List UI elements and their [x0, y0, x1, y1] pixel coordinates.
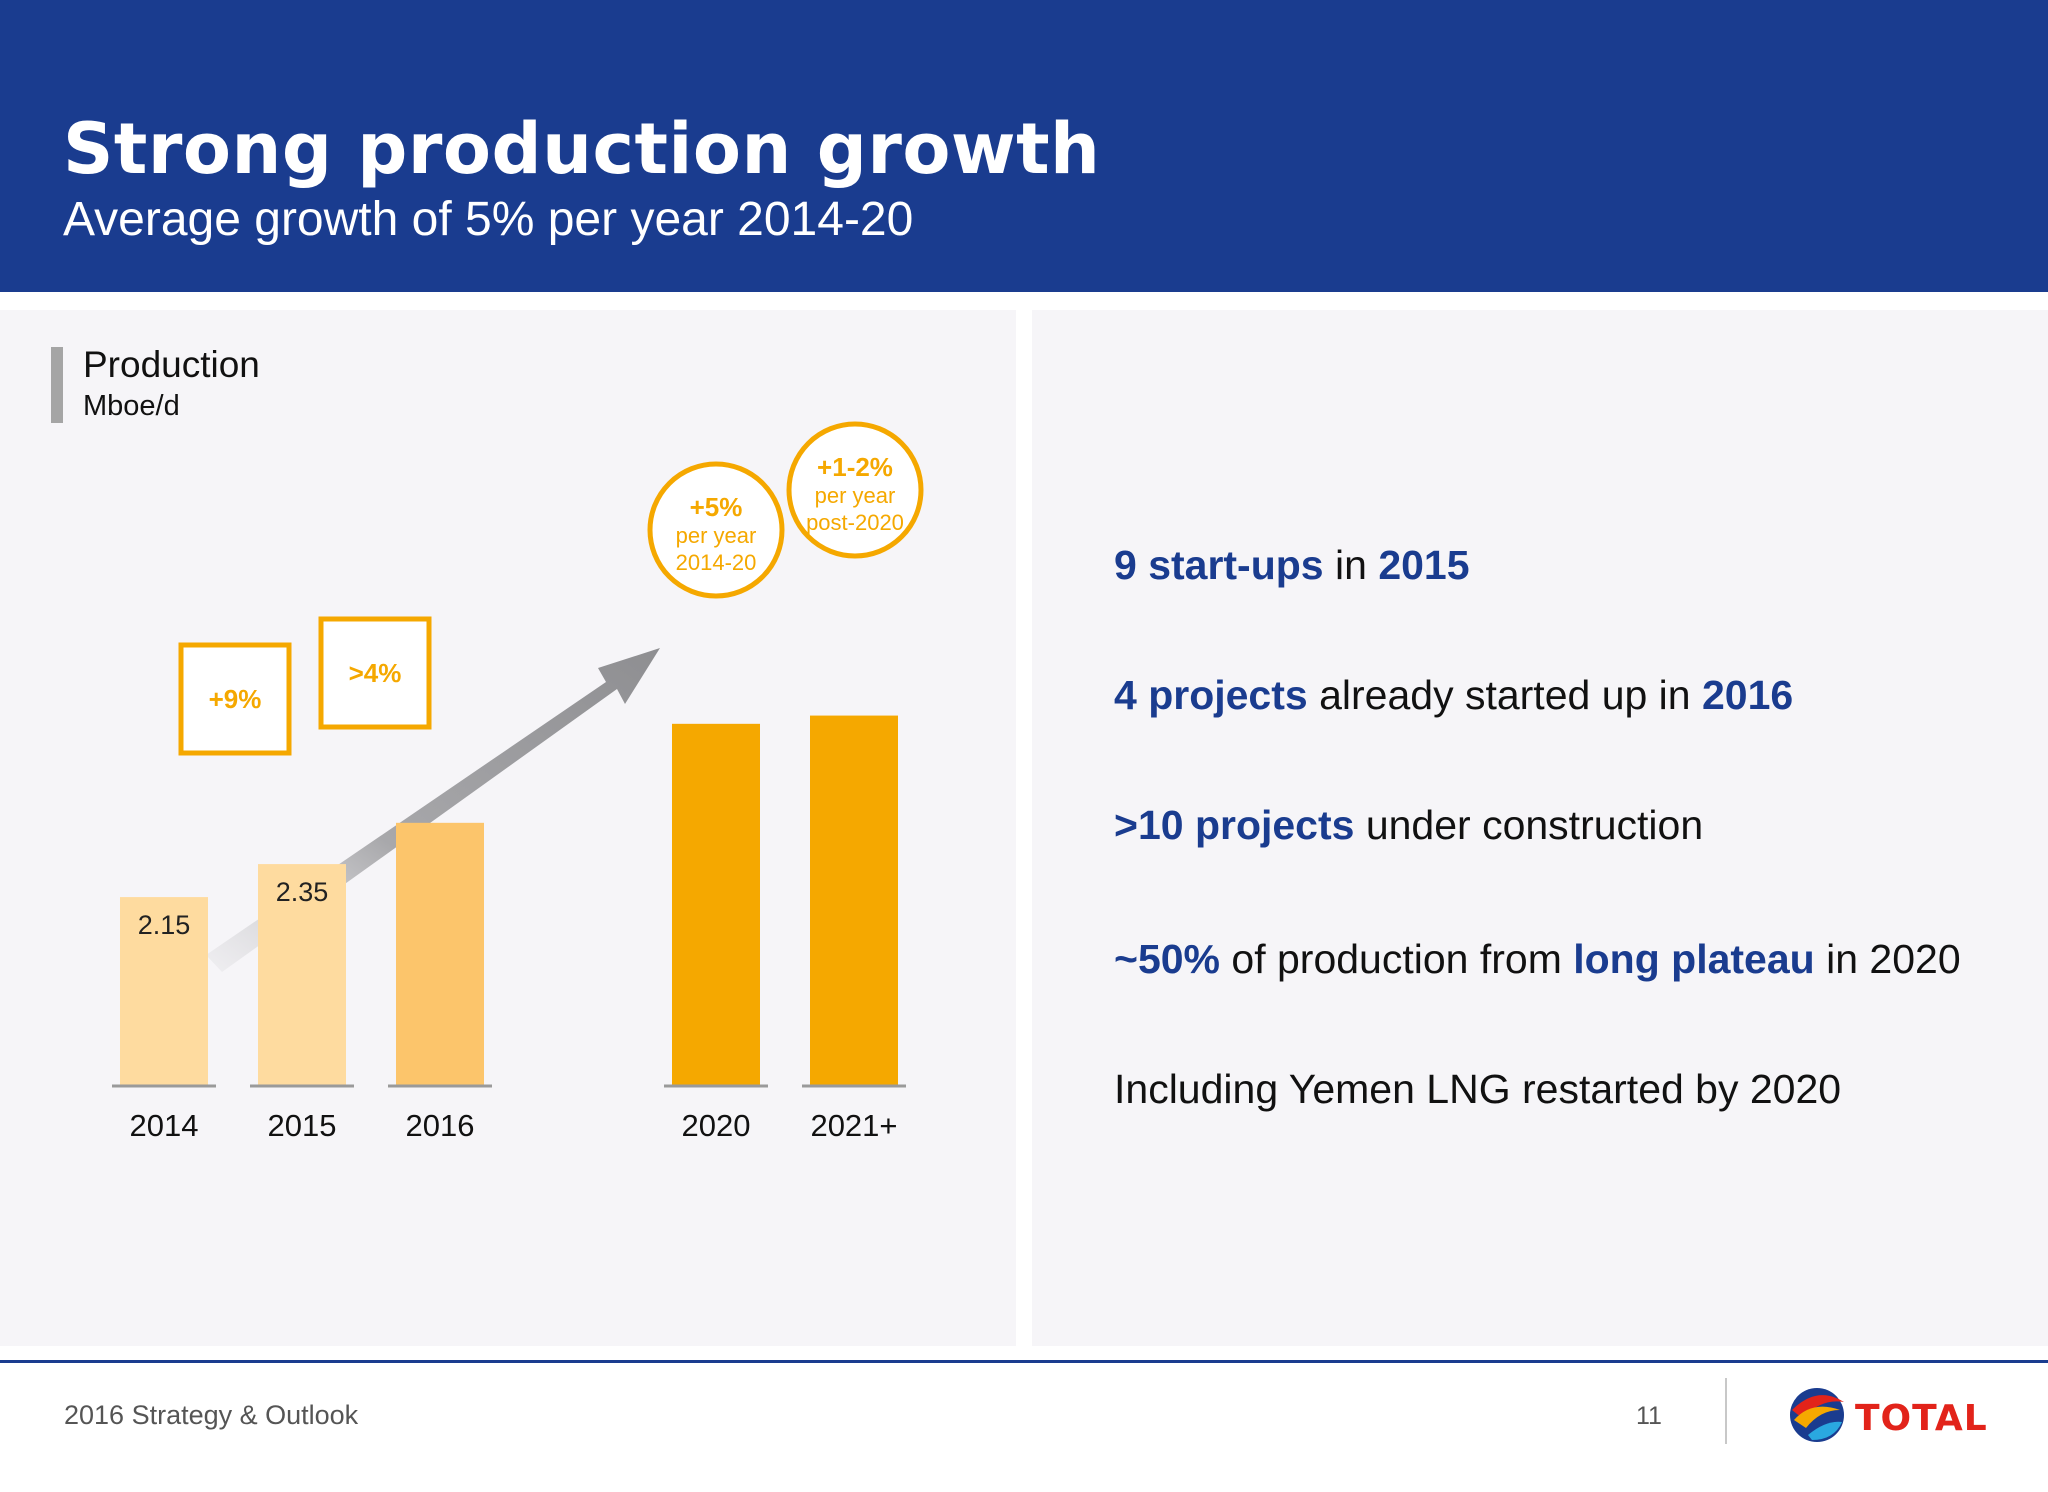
growth-circle-line: +1-2% — [817, 452, 893, 482]
bar-2016 — [396, 822, 484, 1086]
data-label: 2.35 — [276, 877, 329, 907]
logo-wordmark: TOTAL — [1855, 1398, 1988, 1439]
highlight-item: 9 start-ups in 2015 — [1114, 542, 1470, 589]
growth-circle-line: +5% — [690, 492, 743, 522]
highlight-text: in — [1323, 542, 1379, 588]
highlight-emphasis: >10 projects — [1114, 802, 1355, 848]
growth-box — [318, 616, 432, 730]
data-label: 2.15 — [138, 910, 191, 940]
highlight-text: under construction — [1354, 802, 1704, 848]
highlight-item: Including Yemen LNG restarted by 2020 — [1114, 1066, 1841, 1113]
chart-title: Production — [83, 344, 260, 385]
footer-title: 2016 Strategy & Outlook — [64, 1400, 359, 1430]
growth-box-label: +9% — [209, 684, 262, 714]
bar-2020 — [672, 723, 760, 1086]
highlight-item: 4 projects already started up in 2016 — [1114, 672, 1793, 719]
growth-circle — [786, 421, 924, 559]
highlight-text: already started up in — [1307, 672, 1702, 718]
highlight-emphasis: long plateau — [1573, 936, 1815, 982]
footer-divider — [0, 1360, 2048, 1363]
chart-unit: Mboe/d — [83, 390, 180, 422]
x-tick-label: 2020 — [682, 1108, 751, 1143]
highlight-text: of production from — [1220, 936, 1574, 982]
x-tick-label: 2016 — [406, 1108, 475, 1143]
bar-2015 — [258, 864, 346, 1086]
highlight-item: ~50% of production from long plateau in … — [1114, 936, 1961, 983]
page-number: 11 — [1636, 1402, 1662, 1430]
highlight-emphasis: ~50% — [1114, 936, 1221, 982]
growth-box — [178, 642, 292, 756]
highlight-text: in 2020 — [1814, 936, 1961, 982]
highlight-emphasis: 9 start-ups — [1114, 542, 1324, 588]
x-tick-label: 2014 — [130, 1108, 199, 1143]
growth-circle-line: 2014-20 — [676, 550, 757, 575]
x-tick-label: 2015 — [268, 1108, 337, 1143]
bar-2021+ — [810, 715, 898, 1086]
page-title: Strong production growth — [63, 108, 1101, 190]
bar-2014 — [120, 897, 208, 1086]
x-tick-label: 2021+ — [810, 1108, 897, 1143]
growth-circle-line: per year — [676, 523, 757, 548]
highlights-panel — [1032, 310, 2048, 1346]
growth-circle — [647, 461, 785, 599]
page-subtitle: Average growth of 5% per year 2014-20 — [63, 193, 914, 246]
highlight-emphasis: 2015 — [1378, 542, 1470, 588]
header-banner: Strong production growth Average growth … — [0, 0, 2048, 292]
total-logo-icon — [1790, 1388, 1844, 1442]
chart-title-accent — [51, 347, 63, 423]
growth-circle-line: per year — [815, 483, 896, 508]
highlight-text: Including Yemen LNG restarted by 2020 — [1114, 1066, 1842, 1112]
growth-circle-line: post-2020 — [806, 510, 904, 535]
highlight-emphasis: 2016 — [1702, 672, 1794, 718]
highlight-emphasis: 4 projects — [1114, 672, 1308, 718]
footer-separator — [1725, 1378, 1727, 1444]
highlight-item: >10 projects under construction — [1114, 802, 1703, 849]
growth-box-label: >4% — [349, 658, 402, 688]
